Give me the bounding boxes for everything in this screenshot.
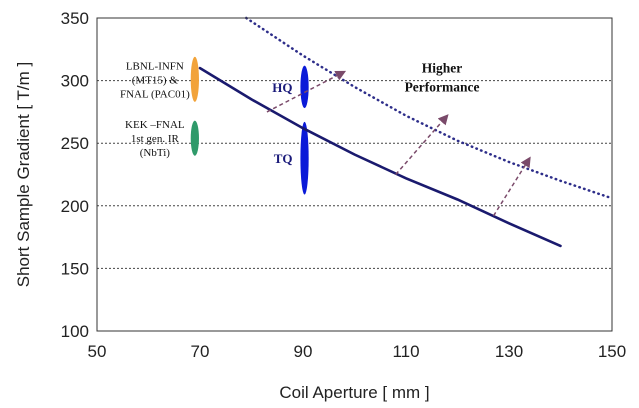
ellipse-label-0-line-2: FNAL (PAC01)	[120, 88, 190, 100]
arrow-2	[492, 156, 531, 217]
y-axis-title: Short Sample Gradient [ T/m ]	[14, 62, 33, 288]
y-tick-label-2: 200	[61, 197, 89, 216]
x-tick-label-1: 70	[191, 342, 210, 361]
series-line-solid	[198, 66, 562, 248]
x-tick-label-0: 50	[88, 342, 107, 361]
ellipse-label-1-line-0: KEK –FNAL	[125, 119, 185, 131]
ellipse-0	[190, 56, 199, 102]
ellipses	[190, 56, 309, 195]
x-tick-label-2: 90	[294, 342, 313, 361]
ellipse-label-2: HQ	[272, 80, 292, 95]
ellipse-label-0-line-0: LBNL-INFN	[126, 60, 184, 72]
annotation-0-line-0: Higher	[422, 61, 463, 76]
ellipse-label-1-line-1: 1st gen. IR	[131, 133, 180, 145]
x-axis-title: Coil Aperture [ mm ]	[279, 383, 429, 402]
ellipse-label-3: TQ	[274, 151, 293, 166]
y-tick-label-3: 250	[61, 134, 89, 153]
ellipse-label-1-line-2: (NbTi)	[140, 147, 170, 159]
ellipse-label-0-line-1: (MT15) &	[132, 74, 179, 86]
arrow-1	[395, 114, 449, 175]
y-tick-label-5: 350	[61, 9, 89, 28]
tick-labels: 100 150 200 250 300 350 50 70 90 110 130 150	[61, 9, 627, 361]
x-tick-label-4: 130	[495, 342, 523, 361]
arrow-0	[266, 70, 347, 113]
ellipse-2	[300, 65, 309, 109]
x-tick-label-5: 150	[598, 342, 626, 361]
ellipse-3	[300, 121, 309, 195]
annotation-0-line-1: Performance	[405, 80, 480, 95]
y-tick-label-4: 300	[61, 72, 89, 91]
x-tick-label-3: 110	[392, 342, 419, 361]
y-tick-label-0: 100	[61, 322, 89, 341]
ellipse-1	[190, 120, 199, 156]
performance-arrows	[266, 70, 531, 217]
y-tick-label-1: 150	[61, 259, 89, 278]
gridlines	[97, 80, 612, 269]
plot-area-frame	[96, 17, 613, 332]
annotations: LBNL-INFN (MT15) & FNAL (PAC01) KEK –FNAL 1s…	[120, 60, 480, 166]
series-lines	[198, 16, 614, 248]
series-line-dotted	[245, 16, 614, 200]
